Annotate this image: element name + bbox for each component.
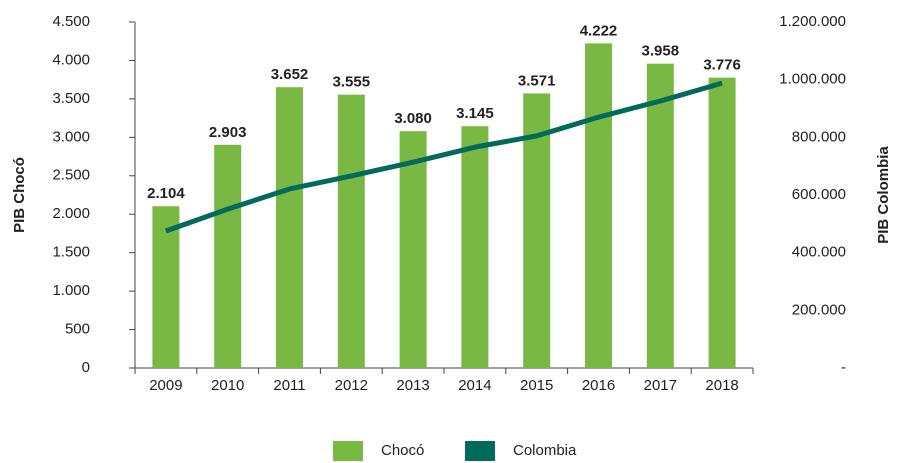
y2-tick-label: 200.000	[792, 301, 846, 318]
y2-tick-label: 400.000	[792, 244, 846, 261]
bar	[399, 131, 427, 368]
data-label: 4.222	[580, 22, 618, 39]
y2-tick-label: -	[841, 359, 846, 376]
x-tick-label: 2013	[396, 377, 429, 394]
bar	[646, 63, 674, 369]
bar	[337, 94, 365, 368]
data-label: 2.104	[147, 185, 185, 202]
bar	[214, 144, 242, 368]
data-label: 3.555	[333, 74, 371, 91]
y-axis-label: PIB Chocó	[11, 157, 28, 233]
y2-tick-label: 800.000	[792, 128, 846, 145]
data-label: 2.903	[209, 124, 247, 141]
data-label: 3.080	[394, 110, 432, 127]
y-tick-label: 2.500	[52, 167, 90, 184]
bar	[708, 77, 736, 369]
y-tick-label: 1.000	[52, 282, 90, 299]
legend-label: Chocó	[381, 442, 424, 459]
x-tick-label: 2012	[335, 377, 368, 394]
legend-swatch	[465, 441, 495, 461]
x-tick-label: 2014	[458, 377, 491, 394]
line	[165, 80, 723, 234]
x-tick-label: 2011	[273, 377, 305, 394]
data-label: 3.571	[518, 72, 556, 89]
x-tick-label: 2016	[582, 377, 615, 394]
data-label: 3.652	[271, 66, 309, 83]
y-tick-label: 1.500	[52, 244, 90, 261]
y2-tick-label: 1.000.000	[779, 71, 846, 88]
x-tick-label: 2010	[211, 377, 244, 394]
legend-label: Colombia	[513, 442, 577, 459]
bar	[152, 206, 180, 368]
bar	[276, 87, 303, 368]
y-tick-label: 4.000	[52, 51, 90, 68]
y-tick-label: 2.000	[52, 205, 90, 222]
y-tick-label: 3.000	[52, 128, 90, 145]
x-tick-label: 2017	[644, 377, 677, 394]
data-label: 3.958	[642, 43, 680, 60]
y-tick-label: 3.500	[52, 90, 90, 107]
y-tick-label: 500	[65, 321, 90, 338]
y2-tick-label: 1.200.000	[779, 13, 846, 30]
bar	[461, 126, 489, 368]
y2-tick-label: 600.000	[792, 186, 846, 203]
y-tick-label: 0	[82, 359, 90, 376]
data-label: 3.776	[703, 57, 741, 74]
x-tick-label: 2009	[149, 377, 182, 394]
bar	[585, 43, 612, 368]
x-tick-label: 2018	[705, 377, 738, 394]
y2-axis-label: PIB Colombia	[875, 146, 892, 244]
x-tick-label: 2015	[520, 377, 553, 394]
legend-swatch	[333, 441, 363, 461]
data-label: 3.145	[456, 105, 494, 122]
y-tick-label: 4.500	[52, 13, 90, 30]
